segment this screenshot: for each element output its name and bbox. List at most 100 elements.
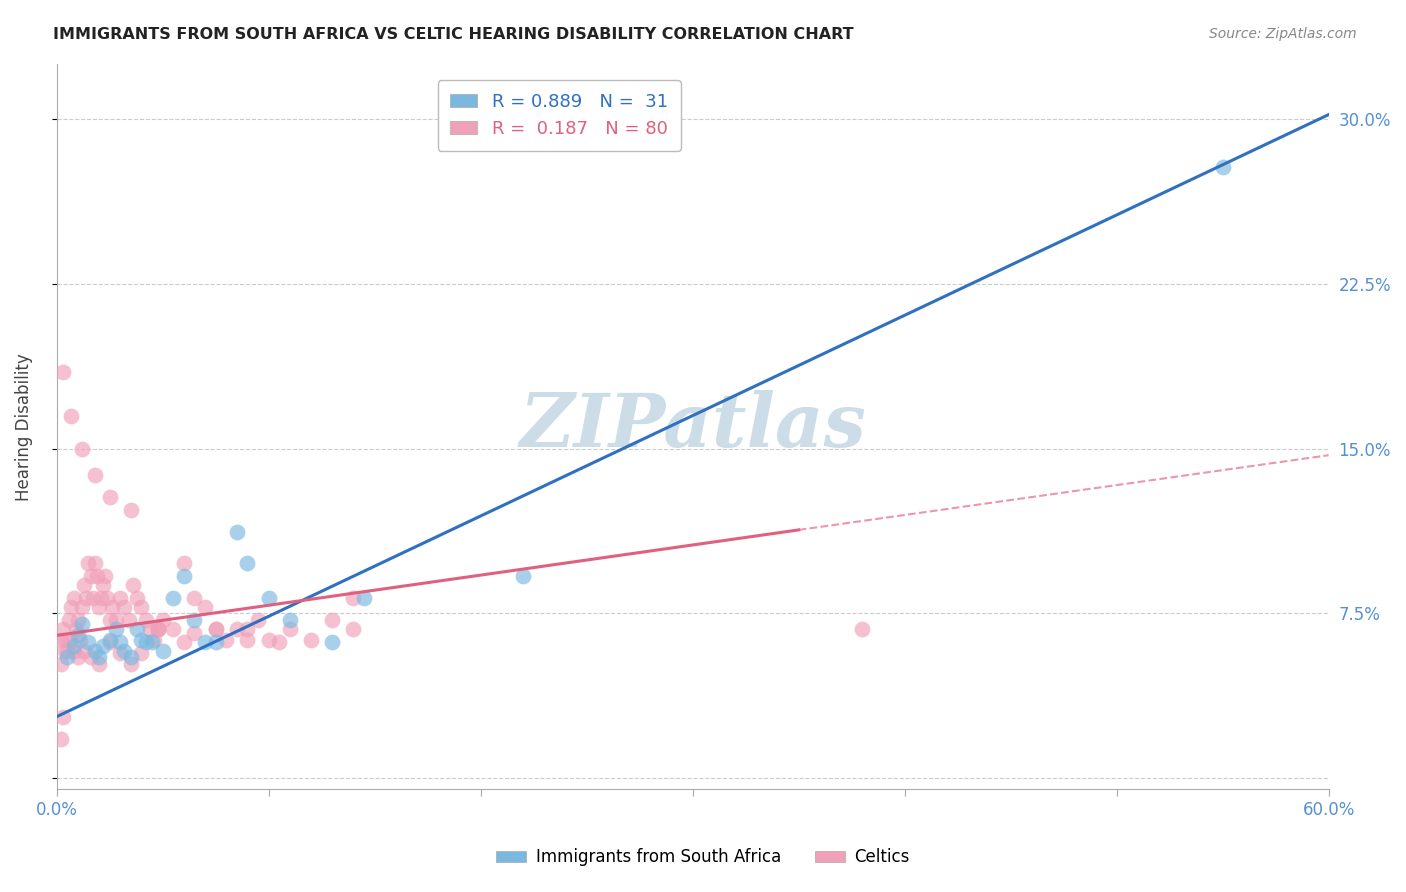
- Point: [204, 635, 226, 649]
- Legend: R = 0.889   N =  31, R =  0.187   N = 80: R = 0.889 N = 31, R = 0.187 N = 80: [437, 80, 681, 151]
- Point: [141, 635, 163, 649]
- Point: [122, 578, 145, 592]
- Point: [70, 617, 93, 632]
- Point: [83, 556, 105, 570]
- Point: [162, 591, 184, 605]
- Point: [851, 622, 873, 636]
- Point: [70, 599, 93, 614]
- Point: [110, 646, 132, 660]
- Point: [512, 569, 534, 583]
- Text: IMMIGRANTS FROM SOUTH AFRICA VS CELTIC HEARING DISABILITY CORRELATION CHART: IMMIGRANTS FROM SOUTH AFRICA VS CELTIC H…: [53, 27, 853, 42]
- Text: ZIPatlas: ZIPatlas: [519, 391, 866, 463]
- Point: [90, 591, 112, 605]
- Point: [62, 644, 84, 658]
- Point: [342, 591, 364, 605]
- Point: [73, 644, 96, 658]
- Point: [127, 622, 149, 636]
- Point: [49, 657, 72, 671]
- Point: [69, 632, 91, 647]
- Point: [278, 613, 301, 627]
- Point: [131, 632, 153, 647]
- Point: [87, 657, 110, 671]
- Point: [135, 613, 157, 627]
- Point: [236, 622, 259, 636]
- Point: [173, 569, 195, 583]
- Point: [75, 591, 97, 605]
- Point: [52, 709, 75, 723]
- Y-axis label: Hearing Disability: Hearing Disability: [15, 352, 32, 500]
- Point: [62, 591, 84, 605]
- Point: [53, 644, 76, 658]
- Point: [77, 635, 100, 649]
- Point: [110, 591, 132, 605]
- Point: [162, 622, 184, 636]
- Point: [79, 569, 101, 583]
- Point: [127, 591, 149, 605]
- Point: [60, 599, 83, 614]
- Point: [148, 622, 170, 636]
- Point: [79, 650, 101, 665]
- Point: [257, 632, 280, 647]
- Point: [104, 622, 127, 636]
- Point: [152, 613, 174, 627]
- Point: [114, 644, 136, 658]
- Point: [342, 622, 364, 636]
- Point: [236, 632, 259, 647]
- Point: [58, 632, 80, 647]
- Point: [247, 613, 270, 627]
- Point: [82, 591, 104, 605]
- Point: [183, 591, 205, 605]
- Point: [53, 632, 76, 647]
- Point: [110, 635, 132, 649]
- Point: [143, 632, 166, 647]
- Point: [118, 613, 141, 627]
- Point: [173, 635, 195, 649]
- Point: [56, 644, 79, 658]
- Point: [98, 632, 121, 647]
- Point: [98, 490, 121, 504]
- Point: [321, 613, 343, 627]
- Legend: Immigrants from South Africa, Celtics: Immigrants from South Africa, Celtics: [489, 842, 917, 873]
- Point: [194, 599, 217, 614]
- Point: [148, 622, 170, 636]
- Point: [70, 442, 93, 456]
- Point: [148, 622, 170, 636]
- Point: [114, 599, 136, 614]
- Point: [278, 622, 301, 636]
- Point: [100, 599, 122, 614]
- Point: [87, 650, 110, 665]
- Point: [94, 569, 117, 583]
- Point: [65, 622, 87, 636]
- Point: [73, 578, 96, 592]
- Point: [62, 640, 84, 654]
- Point: [86, 569, 108, 583]
- Point: [77, 556, 100, 570]
- Point: [52, 365, 75, 379]
- Point: [135, 635, 157, 649]
- Point: [152, 644, 174, 658]
- Point: [225, 622, 247, 636]
- Point: [353, 591, 375, 605]
- Point: [204, 622, 226, 636]
- Point: [66, 628, 89, 642]
- Point: [104, 613, 127, 627]
- Point: [56, 650, 79, 665]
- Point: [215, 632, 238, 647]
- Point: [83, 467, 105, 482]
- Point: [225, 525, 247, 540]
- Point: [87, 599, 110, 614]
- Point: [49, 632, 72, 647]
- Point: [183, 613, 205, 627]
- Point: [91, 640, 114, 654]
- Point: [98, 613, 121, 627]
- Point: [236, 556, 259, 570]
- Point: [321, 635, 343, 649]
- Point: [269, 635, 291, 649]
- Text: Source: ZipAtlas.com: Source: ZipAtlas.com: [1209, 27, 1357, 41]
- Point: [120, 657, 142, 671]
- Point: [173, 556, 195, 570]
- Point: [91, 578, 114, 592]
- Point: [1212, 161, 1234, 175]
- Point: [120, 503, 142, 517]
- Point: [49, 731, 72, 746]
